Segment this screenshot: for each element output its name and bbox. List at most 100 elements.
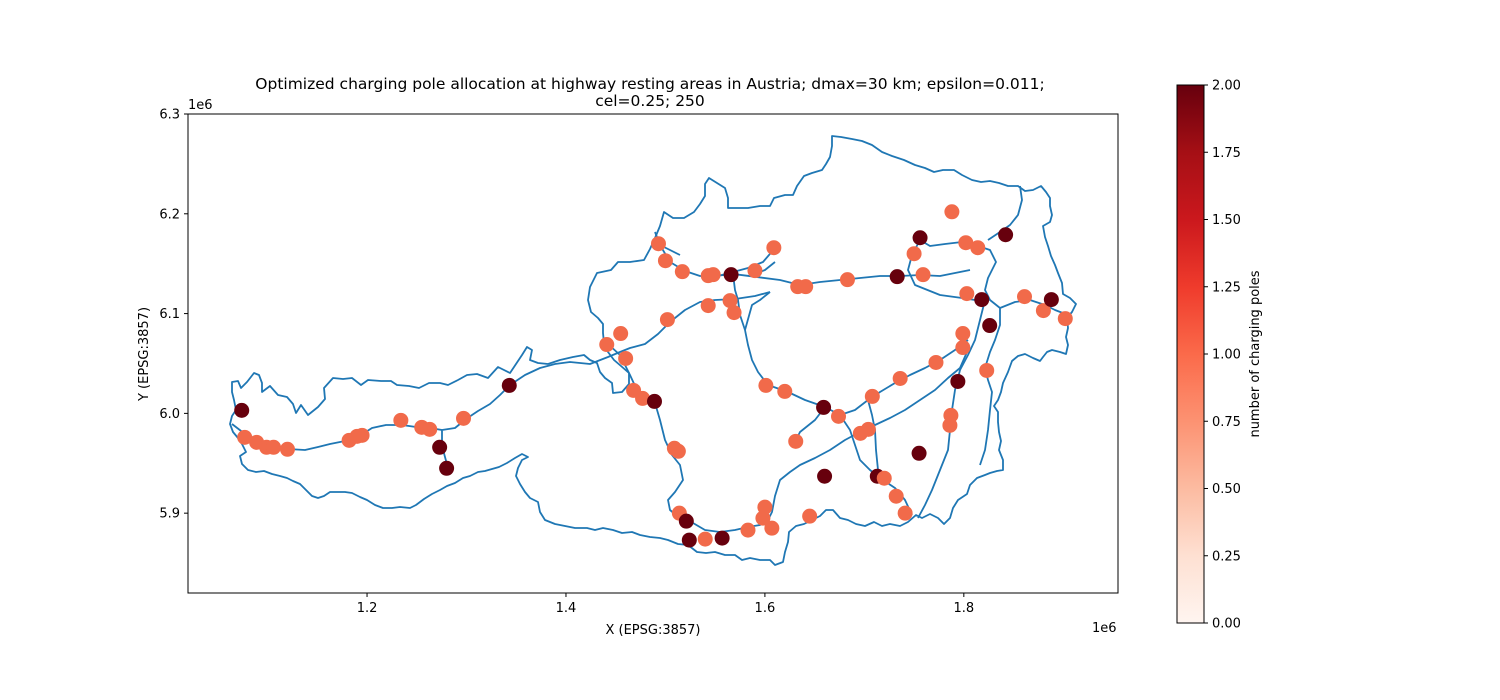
x-tick-label: 1.2 xyxy=(357,601,378,616)
charging-point xyxy=(777,383,793,399)
y-offset-label: 1e6 xyxy=(188,98,213,113)
charging-point xyxy=(974,292,990,308)
charging-point xyxy=(876,470,892,486)
colorbar-tick-label: 1.50 xyxy=(1212,213,1241,228)
x-tick-label: 1.8 xyxy=(953,601,974,616)
plot-area xyxy=(187,113,1119,594)
charging-point xyxy=(864,388,880,404)
charging-point xyxy=(681,532,697,548)
charging-point xyxy=(501,377,517,393)
charging-point xyxy=(439,460,455,476)
charging-point xyxy=(1057,311,1073,327)
charging-point xyxy=(911,445,927,461)
charging-point xyxy=(234,402,250,418)
charging-point xyxy=(764,520,780,536)
charging-point xyxy=(817,468,833,484)
charging-point xyxy=(599,337,615,353)
charging-point xyxy=(915,267,931,283)
charging-point xyxy=(697,531,713,547)
chart-title-line2: cel=0.25; 250 xyxy=(595,92,705,110)
charging-point xyxy=(959,286,975,302)
charging-point xyxy=(888,488,904,504)
charging-point xyxy=(635,390,651,406)
charging-point xyxy=(237,429,253,445)
highway-network-east xyxy=(907,185,1069,519)
x-axis-label: X (EPSG:3857) xyxy=(605,623,700,638)
charging-point xyxy=(970,240,986,256)
charging-point xyxy=(646,393,662,409)
y-axis-ticks: 5.9 6.0 6.1 6.2 6.3 xyxy=(159,108,188,522)
charging-point xyxy=(788,433,804,449)
x-tick-label: 1.4 xyxy=(556,601,577,616)
charging-point xyxy=(958,235,974,251)
charging-point xyxy=(650,236,666,252)
charging-point xyxy=(740,522,756,538)
colorbar-label: number of charging poles xyxy=(1248,270,1263,437)
charging-point xyxy=(670,443,686,459)
charging-point xyxy=(613,326,629,342)
border-path xyxy=(229,135,1077,566)
charging-point xyxy=(897,505,913,521)
charging-point xyxy=(657,253,673,269)
charging-point xyxy=(892,370,908,386)
x-tick-label: 1.6 xyxy=(755,601,776,616)
charging-point xyxy=(979,362,995,378)
charging-point xyxy=(758,377,774,393)
charging-point xyxy=(726,305,742,321)
charging-point xyxy=(889,269,905,285)
colorbar-tick-label: 0.50 xyxy=(1212,482,1241,497)
charging-point xyxy=(955,326,971,342)
charging-points-layer xyxy=(234,204,1073,548)
y-tick-label: 5.9 xyxy=(159,507,180,522)
charging-point xyxy=(906,246,922,262)
charging-point xyxy=(831,408,847,424)
charging-point xyxy=(860,421,876,437)
plot-background xyxy=(188,114,1118,593)
chart-title-line1: Optimized charging pole allocation at hi… xyxy=(255,75,1044,93)
charging-point xyxy=(705,267,721,283)
colorbar-tick-label: 1.00 xyxy=(1212,348,1241,363)
charging-point xyxy=(723,267,739,283)
charging-point xyxy=(955,340,971,356)
charging-point xyxy=(674,264,690,280)
charging-point xyxy=(1035,303,1051,319)
colorbar: 0.00 0.25 0.50 0.75 1.00 1.25 1.50 1.75 2.00 num… xyxy=(1176,79,1263,632)
charging-point xyxy=(802,508,818,524)
charging-point xyxy=(279,441,295,457)
colorbar-tick-label: 2.00 xyxy=(1212,79,1241,94)
charging-point xyxy=(456,410,472,426)
charging-point xyxy=(950,373,966,389)
charging-point xyxy=(998,227,1014,243)
colorbar-tick-label: 0.00 xyxy=(1212,617,1241,632)
charging-point xyxy=(747,263,763,279)
colorbar-gradient xyxy=(1176,84,1205,624)
charging-point xyxy=(982,318,998,334)
charging-point xyxy=(816,399,832,415)
colorbar-tick-label: 1.75 xyxy=(1212,146,1241,161)
colorbar-tick-label: 0.75 xyxy=(1212,415,1241,430)
charging-point xyxy=(618,350,634,366)
y-tick-label: 6.3 xyxy=(159,108,180,123)
charging-point xyxy=(393,412,409,428)
charging-point xyxy=(1043,292,1059,308)
charging-point xyxy=(422,421,438,437)
plot-frame xyxy=(187,113,1119,594)
charging-point xyxy=(714,530,730,546)
charging-point xyxy=(266,439,282,455)
y-tick-label: 6.0 xyxy=(159,407,180,422)
charging-point xyxy=(722,293,738,309)
charging-point xyxy=(700,298,716,314)
charging-point xyxy=(354,427,370,443)
charging-point xyxy=(928,354,944,370)
x-axis-ticks: 1.2 1.4 1.6 1.8 xyxy=(357,593,974,616)
y-tick-label: 6.1 xyxy=(159,307,180,322)
x-offset-label: 1e6 xyxy=(1092,621,1117,636)
colorbar-tick-label: 1.25 xyxy=(1212,280,1241,295)
charging-point xyxy=(798,279,814,295)
charging-point xyxy=(757,499,773,515)
y-tick-label: 6.2 xyxy=(159,207,180,222)
charging-point xyxy=(432,439,448,455)
colorbar-ticks: 0.00 0.25 0.50 0.75 1.00 1.25 1.50 1.75 2.00 xyxy=(1204,79,1241,632)
charging-point xyxy=(912,230,928,246)
